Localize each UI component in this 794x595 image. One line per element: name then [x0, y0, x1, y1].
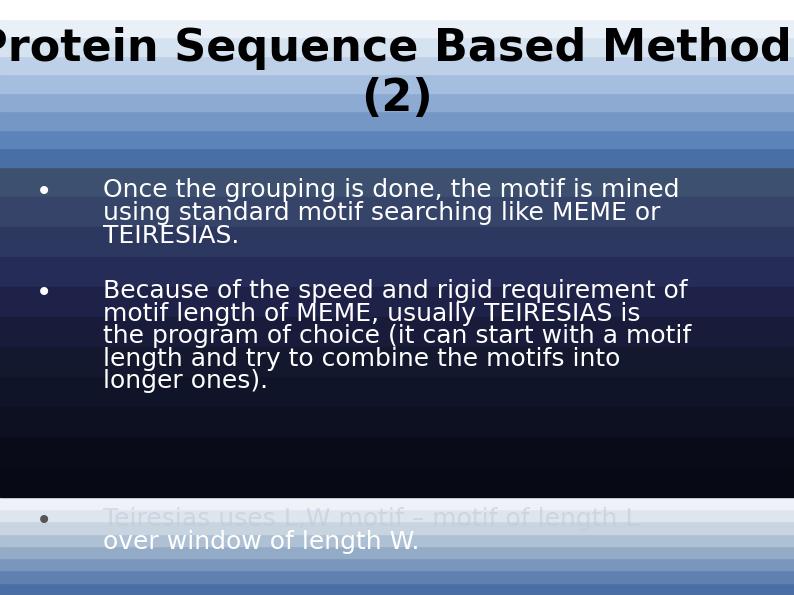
Text: Once the grouping is done, the motif is mined: Once the grouping is done, the motif is …	[103, 178, 680, 202]
Bar	[0, 497, 794, 509]
Bar	[0, 571, 794, 583]
Bar	[0, 130, 794, 148]
Bar	[0, 148, 794, 167]
Bar	[0, 196, 794, 227]
Bar	[0, 521, 794, 534]
Bar	[0, 93, 794, 111]
Text: motif length of MEME, usually TEIRESIAS is: motif length of MEME, usually TEIRESIAS …	[103, 302, 641, 325]
Text: TEIRESIAS.: TEIRESIAS.	[103, 224, 240, 248]
Bar	[0, 546, 794, 558]
Bar	[0, 583, 794, 595]
Bar	[0, 74, 794, 93]
Bar	[0, 377, 794, 407]
Text: •: •	[36, 279, 52, 307]
Text: (2): (2)	[361, 77, 433, 120]
Text: •: •	[36, 507, 52, 535]
Text: Protein Sequence Based Methods: Protein Sequence Based Methods	[0, 27, 794, 70]
Bar	[0, 534, 794, 546]
Text: length and try to combine the motifs into: length and try to combine the motifs int…	[103, 347, 621, 371]
Bar	[0, 317, 794, 347]
Bar	[0, 167, 794, 196]
Text: over window of length W.: over window of length W.	[103, 530, 420, 553]
Bar	[0, 467, 794, 497]
Text: Because of the speed and rigid requirement of: Because of the speed and rigid requireme…	[103, 279, 688, 303]
Bar	[0, 227, 794, 256]
Bar	[0, 558, 794, 571]
Bar	[0, 287, 794, 317]
Bar	[0, 256, 794, 287]
Bar	[0, 0, 794, 18]
Bar	[0, 37, 794, 55]
Text: •: •	[36, 178, 52, 206]
Bar	[0, 437, 794, 467]
Bar	[0, 18, 794, 37]
Text: using standard motif searching like MEME or: using standard motif searching like MEME…	[103, 201, 661, 225]
Bar	[0, 407, 794, 437]
Text: longer ones).: longer ones).	[103, 369, 268, 393]
Text: the program of choice (it can start with a motif: the program of choice (it can start with…	[103, 324, 692, 348]
Bar	[0, 111, 794, 130]
Bar	[0, 509, 794, 521]
Bar	[0, 347, 794, 377]
Text: Teiresias uses L,W motif – motif of length L: Teiresias uses L,W motif – motif of leng…	[103, 507, 640, 531]
Bar	[0, 55, 794, 74]
